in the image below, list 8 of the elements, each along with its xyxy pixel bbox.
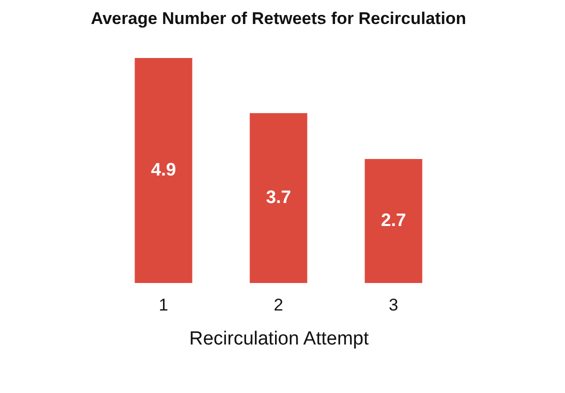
x-axis-title: Recirculation Attempt xyxy=(189,328,370,350)
data-label: 4.9 xyxy=(150,160,176,180)
x-tick-label: 1 xyxy=(158,296,168,314)
chart-title: Average Number of Retweets for Recirculation xyxy=(90,9,466,28)
data-label: 2.7 xyxy=(380,210,406,230)
data-label: 3.7 xyxy=(266,187,292,208)
x-tick-label: 2 xyxy=(274,296,284,314)
x-tick-label: 3 xyxy=(388,296,398,314)
